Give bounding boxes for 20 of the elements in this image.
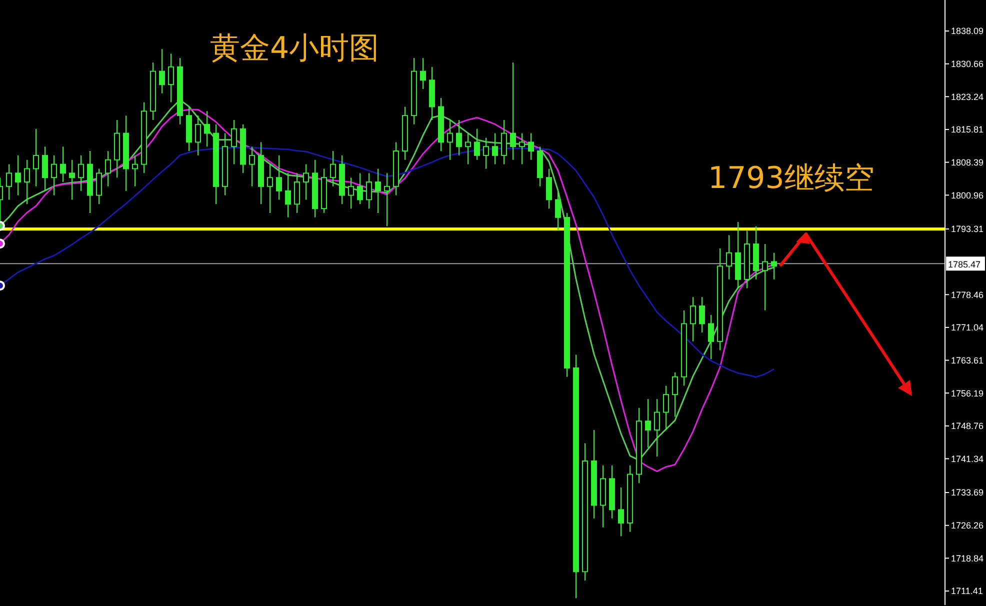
y-tick-label: 1726.26 xyxy=(951,520,984,531)
annotation: 黄金4小时图 xyxy=(210,30,380,68)
y-tick-label: 1763.61 xyxy=(951,355,984,366)
y-tick-label: 1756.19 xyxy=(951,388,984,398)
y-tick-label: 1808.39 xyxy=(951,157,984,168)
y-tick-label: 1733.69 xyxy=(951,488,984,498)
y-tick-label: 1778.46 xyxy=(951,290,984,300)
ref-line-label: 1785.47 xyxy=(948,260,981,270)
y-tick-label: 1793.31 xyxy=(951,224,984,234)
y-tick-label: 1748.76 xyxy=(951,421,984,432)
y-tick-label: 1838.09 xyxy=(951,26,984,36)
y-tick-label: 1830.66 xyxy=(951,59,984,70)
y-tick-label: 1741.34 xyxy=(951,454,984,464)
y-tick-label: 1771.04 xyxy=(951,322,984,333)
y-tick-label: 1711.41 xyxy=(951,586,983,596)
annotation: 1793继续空 xyxy=(708,160,874,198)
y-tick-label: 1718.84 xyxy=(951,553,984,564)
y-tick-label: 1823.24 xyxy=(951,92,984,102)
y-tick-label: 1800.96 xyxy=(951,190,984,200)
y-tick-label: 1815.81 xyxy=(951,124,984,135)
